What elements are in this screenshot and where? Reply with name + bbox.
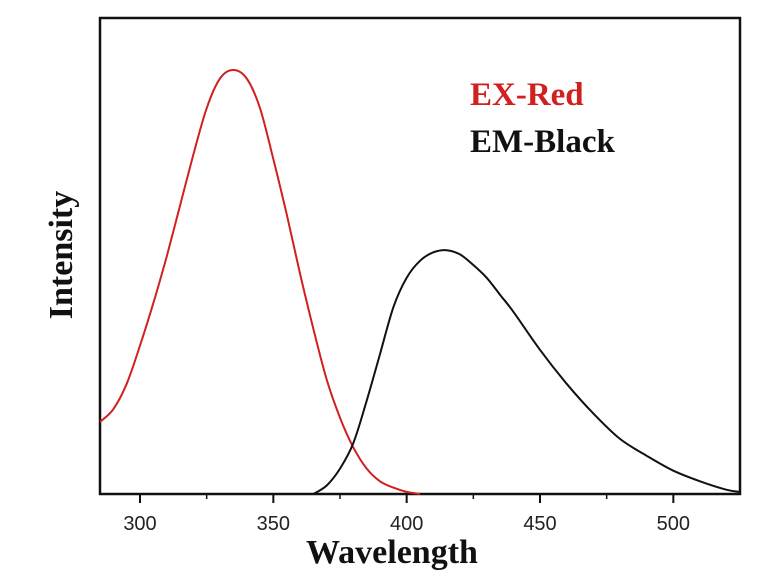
x-tick-label: 450 [523, 513, 556, 535]
series-line-em-black [312, 249, 741, 495]
legend-entry-em-black: EM-Black [470, 124, 615, 160]
series-line-ex-red [99, 69, 421, 495]
x-tick-label: 500 [657, 513, 690, 535]
chart-legend: EX-Red EM-Black [470, 77, 615, 160]
series-layer [99, 69, 741, 495]
x-axis-title: Wavelength [306, 534, 478, 571]
legend-entry-ex-red: EX-Red [470, 77, 584, 113]
plot-frame [98, 16, 742, 496]
x-tick-label: 300 [123, 513, 156, 535]
x-axis-ticks: 300 350 400 450 500 [123, 494, 690, 535]
x-tick-label: 350 [257, 513, 290, 535]
y-axis-title: Intensity [43, 191, 80, 319]
x-tick-label: 400 [390, 513, 423, 535]
